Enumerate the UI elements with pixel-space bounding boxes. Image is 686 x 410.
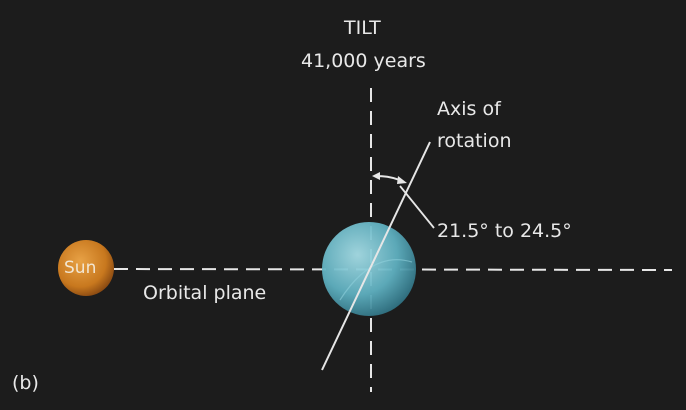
orbital-plane-line [113,268,673,271]
tilt-angle-arrow-left [372,172,380,180]
panel-label: (b) [12,372,39,394]
angle-range-label: 21.5° to 24.5° [437,220,572,242]
tilt-title-label: TILT [344,17,381,39]
rotation-axis-line [321,141,431,371]
tilt-period-label: 41,000 years [301,50,426,72]
axis-label-line1: Axis of [437,98,501,120]
sun-body [58,240,114,296]
sun-label: Sun [64,258,97,278]
orbital-plane-label: Orbital plane [143,282,267,304]
angle-leader-line [399,185,435,229]
earth-shading [339,259,413,301]
tilt-angle-arrow-right [397,176,407,184]
axis-label-line2: rotation [437,130,512,152]
